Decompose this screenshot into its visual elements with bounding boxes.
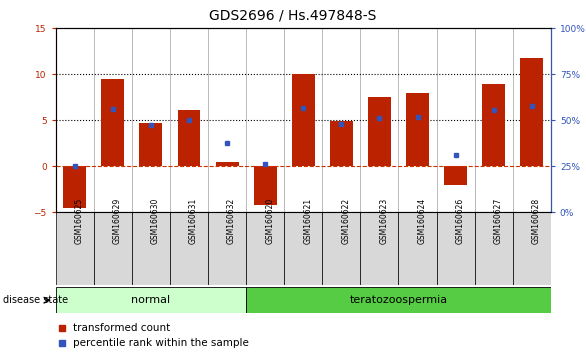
Bar [101,79,124,166]
Text: transformed count: transformed count [73,322,171,332]
Bar [437,212,475,285]
Bar [406,93,429,166]
Bar [368,97,391,166]
Text: GSM160623: GSM160623 [380,198,389,244]
Text: GDS2696 / Hs.497848-S: GDS2696 / Hs.497848-S [209,9,377,23]
Bar [56,287,246,313]
Text: GSM160625: GSM160625 [75,198,84,244]
Bar [216,162,239,166]
Bar [398,212,437,285]
Text: GSM160631: GSM160631 [189,198,198,244]
Bar [94,212,132,285]
Text: GSM160621: GSM160621 [304,198,312,244]
Bar [246,212,284,285]
Text: GSM160629: GSM160629 [113,198,122,244]
Bar [170,212,208,285]
Bar [284,212,322,285]
Bar [208,212,246,285]
Bar [444,166,467,185]
Bar [56,212,94,285]
Bar [482,84,505,166]
Bar [475,212,513,285]
Bar [132,212,170,285]
Bar [513,212,551,285]
Bar [139,123,162,166]
Text: normal: normal [131,295,171,305]
Text: GSM160620: GSM160620 [265,198,274,244]
Text: GSM160628: GSM160628 [532,198,541,244]
Text: GSM160632: GSM160632 [227,198,236,244]
Bar [254,166,277,205]
Text: GSM160624: GSM160624 [417,198,427,244]
Text: GSM160626: GSM160626 [456,198,465,244]
Bar [322,212,360,285]
Bar [63,166,86,208]
Bar [330,121,353,166]
Bar [292,74,315,166]
Text: percentile rank within the sample: percentile rank within the sample [73,338,250,348]
Text: GSM160630: GSM160630 [151,198,160,244]
Text: teratozoospermia: teratozoospermia [349,295,448,305]
Text: GSM160627: GSM160627 [493,198,503,244]
Text: GSM160622: GSM160622 [341,198,350,244]
Bar [246,287,551,313]
Bar [178,110,200,166]
Bar [360,212,398,285]
Text: disease state: disease state [3,295,68,305]
Bar [520,58,543,166]
